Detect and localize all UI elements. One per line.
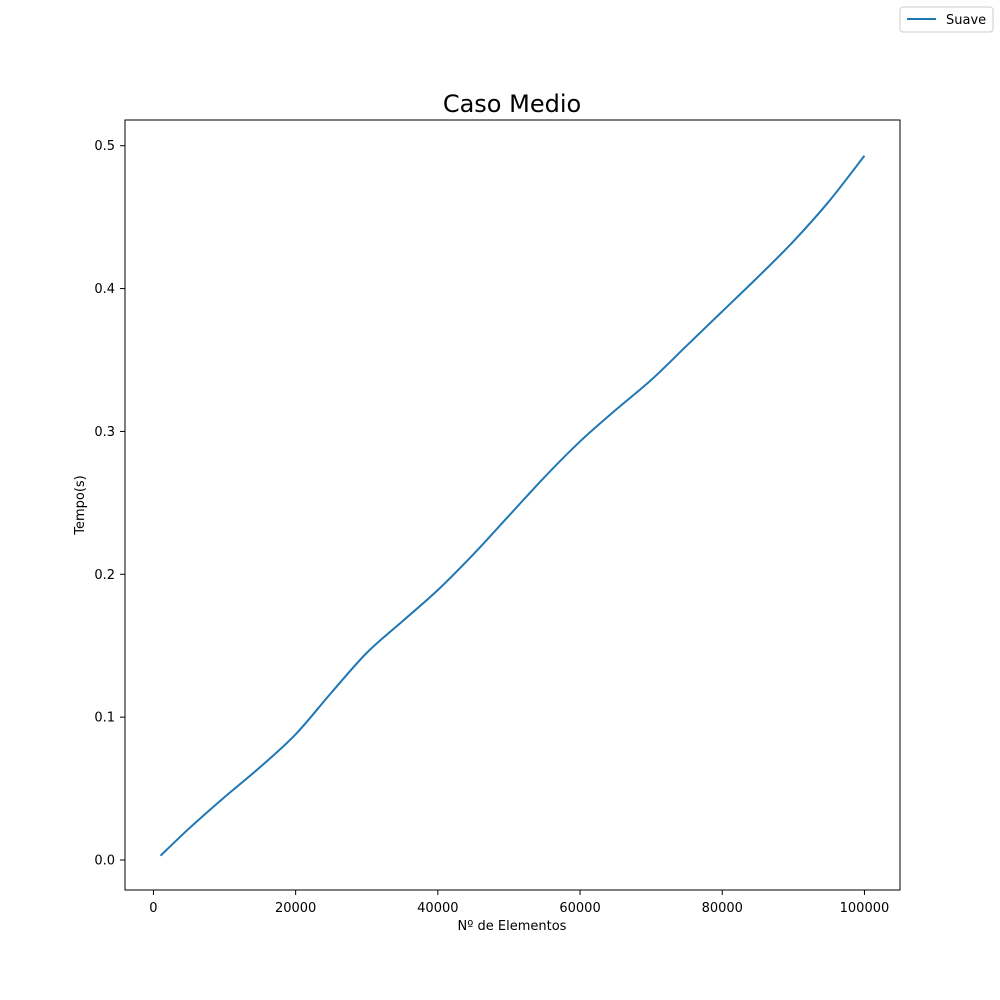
chart-title: Caso Medio (443, 90, 581, 118)
plot-frame (124, 119, 901, 891)
series-line-suave (159, 155, 866, 857)
y-tick-label: 0.4 (94, 282, 115, 297)
x-axis-ticks: 0 20000 40000 60000 80000 100000 (149, 890, 889, 916)
y-tick-label: 0.1 (94, 711, 115, 726)
y-axis-ticks: 0.0 0.1 0.2 0.3 0.4 0.5 (94, 139, 125, 869)
x-tick-label: 80000 (702, 901, 743, 916)
x-tick-label: 40000 (417, 901, 458, 916)
x-tick-label: 60000 (559, 901, 600, 916)
y-tick-label: 0.2 (94, 568, 115, 583)
legend-box (899, 6, 994, 33)
x-tick-label: 0 (149, 901, 157, 916)
x-axis-label: Nº de Elementos (458, 919, 567, 934)
y-tick-label: 0.5 (94, 139, 115, 154)
y-axis-label: Tempo(s) (73, 475, 88, 536)
y-tick-label: 0.0 (94, 854, 115, 869)
y-tick-label: 0.3 (94, 425, 115, 440)
legend-label-suave: Suave (946, 13, 986, 28)
x-tick-label: 20000 (275, 901, 316, 916)
x-tick-label: 100000 (840, 901, 890, 916)
legend: Suave (899, 6, 994, 33)
series-layer (159, 155, 866, 857)
